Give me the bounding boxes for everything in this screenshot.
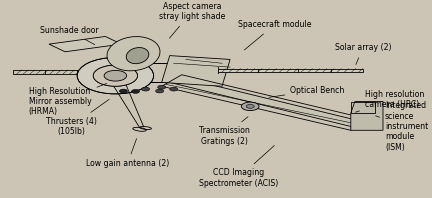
Circle shape: [142, 87, 149, 91]
Text: Low gain antenna (2): Low gain antenna (2): [86, 139, 169, 168]
Text: Solar array (2): Solar array (2): [334, 43, 391, 65]
Circle shape: [241, 102, 259, 110]
Text: Sunshade door: Sunshade door: [40, 26, 98, 45]
Circle shape: [93, 65, 137, 86]
Circle shape: [131, 89, 140, 93]
Circle shape: [170, 87, 178, 91]
Circle shape: [158, 85, 166, 89]
Text: High resolution
camera (HRC): High resolution camera (HRC): [356, 90, 424, 112]
Circle shape: [104, 70, 127, 81]
Polygon shape: [170, 77, 359, 127]
Polygon shape: [49, 36, 121, 52]
Circle shape: [77, 58, 154, 94]
Text: Thrusters (4)
(105lb): Thrusters (4) (105lb): [46, 99, 109, 136]
Polygon shape: [162, 56, 230, 86]
Text: Aspect camera
stray light shade: Aspect camera stray light shade: [159, 2, 225, 38]
Polygon shape: [351, 102, 383, 130]
Circle shape: [246, 104, 254, 108]
Circle shape: [156, 89, 164, 93]
Text: CCD Imaging
Spectrometer (ACIS): CCD Imaging Spectrometer (ACIS): [198, 146, 278, 188]
Polygon shape: [218, 69, 363, 72]
Text: High Resolution
Mirror assembly
(HRMA): High Resolution Mirror assembly (HRMA): [29, 83, 107, 116]
Ellipse shape: [107, 37, 160, 71]
Text: Spacecraft module: Spacecraft module: [238, 20, 311, 50]
Text: Transmission
Gratings (2): Transmission Gratings (2): [199, 117, 249, 146]
Text: Optical Bench: Optical Bench: [269, 86, 345, 97]
Ellipse shape: [126, 48, 149, 64]
Text: Integrated
science
instrument
module
(ISM): Integrated science instrument module (IS…: [375, 101, 428, 152]
Circle shape: [119, 89, 127, 93]
